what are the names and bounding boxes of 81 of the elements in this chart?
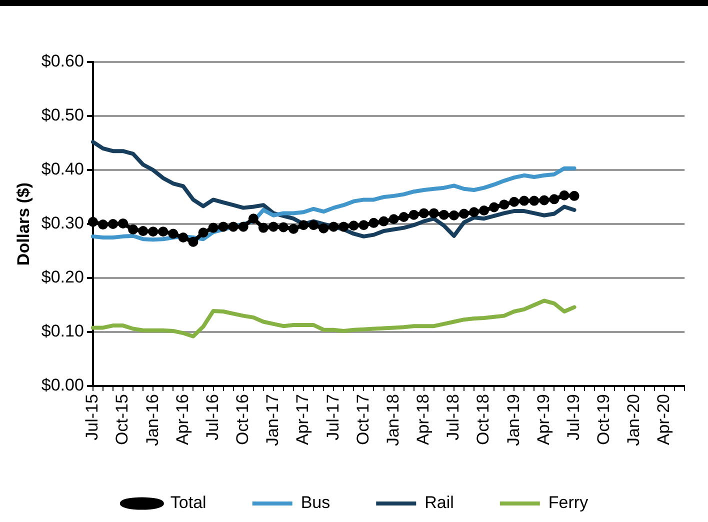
point <box>178 232 188 243</box>
x-tick-label: Oct-19 <box>594 394 614 446</box>
point <box>328 222 339 232</box>
point <box>138 226 148 236</box>
x-tick-label: Jan-18 <box>383 394 402 446</box>
y-tick-label: $0.50 <box>41 106 84 125</box>
point <box>128 224 138 234</box>
point <box>188 236 198 247</box>
point <box>489 202 500 212</box>
point <box>529 196 540 206</box>
y-tick-label: $0.10 <box>41 322 84 341</box>
point <box>509 196 520 207</box>
x-tick-label: Jan-20 <box>624 394 644 446</box>
legend-label: Total <box>170 493 206 512</box>
point <box>318 223 329 234</box>
y-axis-title: Dollars ($) <box>14 182 33 266</box>
point <box>108 219 118 230</box>
x-tick-label: Apr-17 <box>293 394 312 446</box>
point <box>118 218 128 228</box>
x-tick-label: Oct-15 <box>112 394 132 446</box>
point <box>569 190 580 201</box>
point <box>298 220 309 230</box>
x-tick-label: Jul-15 <box>82 394 102 440</box>
point <box>158 226 168 237</box>
point <box>388 214 399 224</box>
point <box>448 210 459 220</box>
x-tick-label: Jul-18 <box>444 394 463 440</box>
point <box>228 222 238 232</box>
point <box>238 222 248 232</box>
legend-label: Rail <box>424 493 454 512</box>
point <box>258 222 268 233</box>
point <box>539 195 550 206</box>
x-tick-label: Oct-17 <box>353 394 372 446</box>
point <box>338 222 349 232</box>
x-tick-label: Jul-16 <box>202 394 222 440</box>
point <box>358 220 369 230</box>
x-tick-label: Apr-19 <box>534 394 553 446</box>
point <box>208 222 218 233</box>
point <box>278 222 288 232</box>
point <box>398 212 409 222</box>
y-tick-label: $0.60 <box>41 52 84 71</box>
y-tick-label: $0.20 <box>41 268 84 287</box>
point <box>479 206 490 216</box>
point <box>428 208 439 218</box>
point <box>549 194 560 204</box>
point <box>88 216 98 227</box>
point <box>248 214 258 224</box>
x-tick-label: Jan-19 <box>504 394 523 446</box>
point <box>288 224 299 234</box>
point <box>418 208 429 218</box>
y-tick-label: $0.00 <box>41 376 84 395</box>
x-tick-label: Apr-20 <box>654 394 674 446</box>
point <box>148 226 158 237</box>
y-tick-label: $0.30 <box>41 214 84 233</box>
x-tick-label: Jul-19 <box>564 394 583 440</box>
point <box>469 207 480 218</box>
point <box>559 190 570 200</box>
point <box>519 196 530 206</box>
point <box>458 208 469 219</box>
x-tick-label: Oct-16 <box>233 394 252 446</box>
point <box>438 210 449 220</box>
point <box>268 222 278 232</box>
x-tick-label: Jan-16 <box>142 394 162 446</box>
point <box>198 228 208 238</box>
point <box>308 220 319 230</box>
point <box>168 228 178 239</box>
point <box>499 200 510 210</box>
point <box>98 220 108 230</box>
x-tick-label: Jan-17 <box>263 394 282 446</box>
x-tick-label: Jul-17 <box>323 394 342 440</box>
x-tick-label: Apr-16 <box>172 394 192 446</box>
y-tick-label: $0.40 <box>41 160 84 179</box>
point <box>368 218 379 228</box>
legend-label: Bus <box>300 493 330 512</box>
x-tick-label: Oct-18 <box>474 394 493 446</box>
legend-label: Ferry <box>548 493 589 512</box>
x-tick-label: Apr-18 <box>414 394 433 446</box>
point <box>378 216 389 226</box>
point <box>218 222 228 232</box>
point <box>408 210 419 220</box>
point <box>348 220 359 231</box>
